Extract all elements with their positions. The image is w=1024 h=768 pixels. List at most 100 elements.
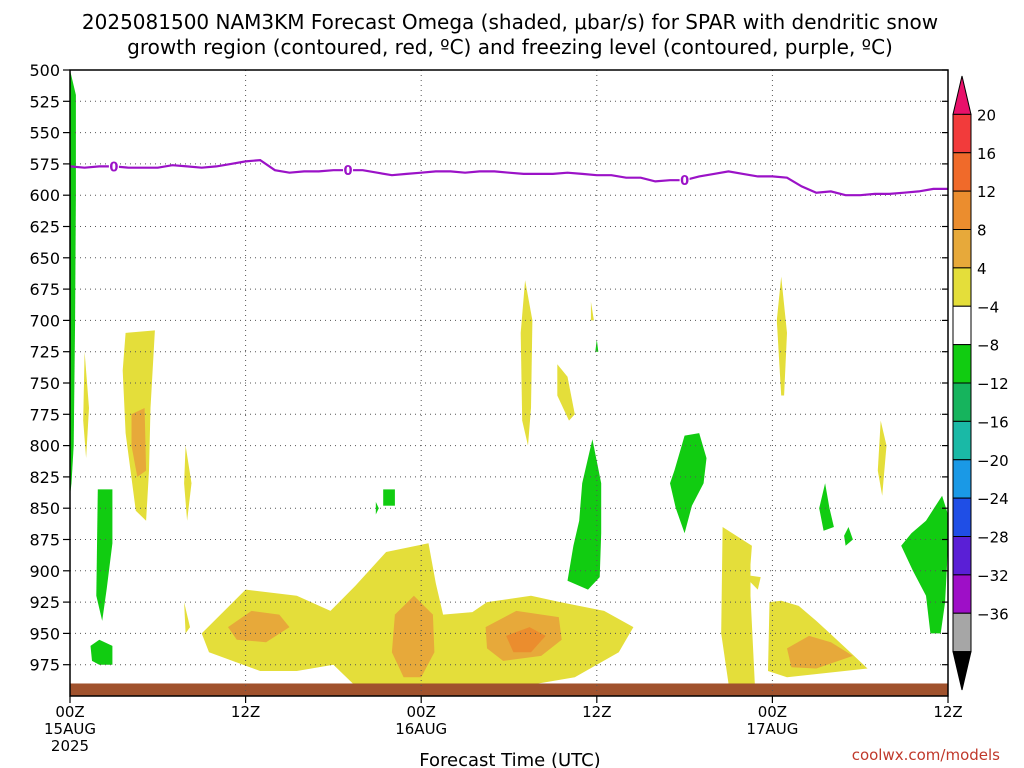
colorbar-bin-11 xyxy=(952,497,972,537)
colorbar-label-1: 16 xyxy=(977,145,996,163)
colorbar-bin-0 xyxy=(952,75,972,115)
x-tick-label-4-0: 00Z xyxy=(758,703,787,721)
colorbar-label-4: 4 xyxy=(977,260,987,278)
omega-region-16 xyxy=(590,301,594,321)
y-tick-label-11: 775 xyxy=(29,405,60,424)
colorbar-bin-7 xyxy=(952,344,972,384)
colorbar: 20 16 12 8 4 −4 −8 −12 −16 −20 −24 −28 −32 −36 xyxy=(952,75,1009,691)
colorbar-bin-15 xyxy=(952,651,972,691)
y-tick-label-14: 850 xyxy=(29,499,60,518)
omega-region-7 xyxy=(391,595,435,678)
y-tick-label-9: 725 xyxy=(29,343,60,362)
freezing-level-label-1: 0 xyxy=(344,164,353,179)
y-tick-label-5: 625 xyxy=(29,218,60,237)
x-tick-label-3-0: 12Z xyxy=(582,703,611,721)
x-axis-label: Forecast Time (UTC) xyxy=(419,750,600,768)
colorbar-bin-4 xyxy=(952,229,972,269)
omega-region-4 xyxy=(184,602,190,634)
omega-region-14 xyxy=(520,280,533,446)
colorbar-bin-1 xyxy=(952,113,972,154)
chart-title-line-1: 2025081500 NAM3KM Forecast Omega (shaded… xyxy=(82,10,938,34)
y-tick-label-8: 700 xyxy=(29,311,60,330)
colorbar-bin-6 xyxy=(952,305,972,346)
colorbar-bin-13 xyxy=(952,574,972,614)
y-tick-label-19: 975 xyxy=(29,656,60,675)
colorbar-label-13: −36 xyxy=(977,605,1009,623)
omega-region-10 xyxy=(721,527,755,684)
freezing-label-bg-2 xyxy=(679,173,690,188)
y-tick-label-17: 925 xyxy=(29,593,60,612)
colorbar-label-3: 8 xyxy=(977,222,987,240)
x-tick-label-5-0: 12Z xyxy=(933,703,962,721)
freezing-label-bg-0 xyxy=(108,159,119,174)
omega-region-28 xyxy=(844,527,853,546)
x-tick-label-2-1: 16AUG xyxy=(395,720,447,738)
colorbar-bin-9 xyxy=(952,420,972,461)
y-tick-label-18: 950 xyxy=(29,624,60,643)
x-tick-label-0-2: 2025 xyxy=(51,737,89,755)
omega-region-20 xyxy=(96,489,113,621)
x-tick-label-0-1: 15AUG xyxy=(44,720,96,738)
omega-region-3 xyxy=(184,445,192,521)
freezing-level-line xyxy=(70,158,948,197)
colorbar-bin-10 xyxy=(952,459,972,499)
y-tick-label-0: 500 xyxy=(29,61,60,80)
omega-region-21 xyxy=(90,639,113,665)
colorbar-label-5: −4 xyxy=(977,298,999,316)
colorbar-label-6: −8 xyxy=(977,337,999,355)
y-tick-label-15: 875 xyxy=(29,531,60,550)
y-tick-label-10: 750 xyxy=(29,374,60,393)
colorbar-bin-2 xyxy=(952,152,972,192)
colorbar-label-7: −12 xyxy=(977,375,1009,393)
ground-fill xyxy=(70,683,948,696)
colorbar-label-11: −28 xyxy=(977,529,1009,547)
omega-region-13 xyxy=(787,635,853,669)
colorbar-label-10: −24 xyxy=(977,490,1009,508)
colorbar-label-2: 12 xyxy=(977,183,996,201)
y-tick-label-1: 525 xyxy=(29,92,60,111)
omega-region-11 xyxy=(743,574,761,590)
x-tick-label-0-0: 00Z xyxy=(55,703,84,721)
x-tick-label-1-0: 12Z xyxy=(231,703,260,721)
y-tick-label-6: 650 xyxy=(29,249,60,268)
colorbar-bin-3 xyxy=(952,190,972,230)
colorbar-bin-12 xyxy=(952,536,972,576)
y-tick-label-16: 900 xyxy=(29,562,60,581)
colorbar-label-12: −32 xyxy=(977,567,1009,585)
plot-area: 0 0 0 xyxy=(70,70,948,696)
omega-region-19 xyxy=(70,70,76,496)
colorbar-bin-14 xyxy=(952,612,972,653)
omega-region-17 xyxy=(776,276,787,396)
plot-content: 0 0 0 xyxy=(70,70,948,696)
freezing-level-label-2: 0 xyxy=(680,174,689,189)
y-tick-label-4: 600 xyxy=(29,186,60,205)
omega-region-15 xyxy=(557,364,575,421)
freezing-label-bg-1 xyxy=(343,163,354,178)
y-tick-label-12: 800 xyxy=(29,437,60,456)
colorbar-label-8: −16 xyxy=(977,413,1009,431)
omega-region-22 xyxy=(383,489,395,506)
y-tick-label-2: 550 xyxy=(29,124,60,143)
omega-region-18 xyxy=(877,420,887,496)
omega-region-24 xyxy=(567,439,602,590)
colorbar-label-0: 20 xyxy=(977,106,996,124)
colorbar-label-9: −20 xyxy=(977,452,1009,470)
y-tick-label-3: 575 xyxy=(29,155,60,174)
y-tick-label-13: 825 xyxy=(29,468,60,487)
y-tick-label-7: 675 xyxy=(29,280,60,299)
omega-region-29 xyxy=(901,495,948,634)
colorbar-bin-8 xyxy=(952,382,972,422)
omega-region-1 xyxy=(131,408,147,477)
colorbar-bin-5 xyxy=(952,267,972,307)
chart-title-line-2: growth region (contoured, red, ºC) and f… xyxy=(127,35,893,59)
freezing-level-label-0: 0 xyxy=(109,160,118,175)
x-tick-label-4-1: 17AUG xyxy=(746,720,798,738)
x-tick-label-2-0: 00Z xyxy=(407,703,436,721)
omega-region-27 xyxy=(819,483,834,531)
omega-region-26 xyxy=(670,433,707,534)
axes: 500 525 550 575 600 625 650 675 700 725 750 775 800 8… xyxy=(29,61,962,755)
credit-text: coolwx.com/models xyxy=(852,746,1000,764)
omega-region-6 xyxy=(228,610,290,643)
omega-region-2 xyxy=(83,351,89,459)
